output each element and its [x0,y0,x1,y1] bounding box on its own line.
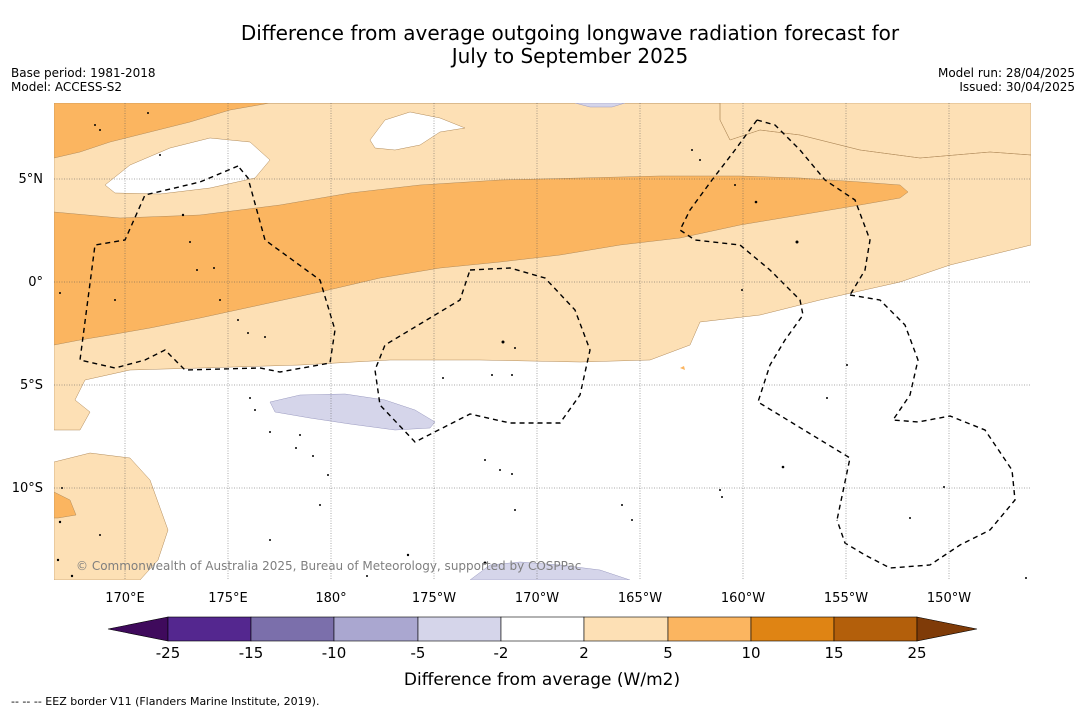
x-tick-label: 165°W [618,591,662,606]
x-tick-label: 170°E [105,591,145,606]
gridlines [54,103,1031,580]
colorbar-segment [333,616,419,642]
colorbar-segment [417,616,502,642]
colorbar-extend-high [916,616,978,642]
x-tick-label: 160°W [721,591,765,606]
negative-region-central [269,393,436,431]
meta-left: Base period: 1981-2018 Model: ACCESS-S2 [11,66,156,94]
colorbar-label: 10 [741,644,760,662]
colorbar-label: 15 [824,644,843,662]
x-tick-label: 155°W [824,591,868,606]
model-run: Model run: 28/04/2025 [937,66,1075,80]
anomaly-region-5-10-nw [54,103,271,159]
colorbar-label: 25 [907,644,926,662]
anomaly-region-5-10 [54,175,909,346]
colorbar-label: -15 [239,644,264,662]
x-axis-labels: 170°E 175°E 180° 175°W 170°W 165°W 160°W… [105,591,971,606]
colorbar-title: Difference from average (W/m2) [404,670,680,690]
eez-legend-note: -- -- -- EEZ border V11 (Flanders Marine… [11,695,320,708]
x-tick-label: 180° [315,591,346,606]
negative-region-south [469,561,631,580]
colorbar-segment [667,616,752,642]
colorbar-label: 2 [579,644,589,662]
anomaly-field [54,103,1031,580]
x-tick-label: 150°W [927,591,971,606]
colorbar: -25 -15 -10 -5 -2 2 5 10 15 25 Differenc… [107,616,978,690]
chart-title: Difference from average outgoing longwav… [150,22,990,68]
eez-border-west [79,165,336,373]
colorbar-segment [250,616,335,642]
eez-border-north-east [756,119,871,296]
title-line-2: July to September 2025 [451,44,689,68]
eez-border-north-west [679,119,851,521]
x-tick-label: 170°W [515,591,559,606]
issued-date: Issued: 30/04/2025 [959,80,1075,94]
base-period: Base period: 1981-2018 [11,66,156,80]
copyright-text: © Commonwealth of Australia 2025, Bureau… [76,559,582,573]
colorbar-segment [583,616,669,642]
colorbar-segment [833,616,918,642]
title-line-1: Difference from average outgoing longwav… [240,21,900,45]
small-orange-dot [680,366,685,370]
negative-region-north [574,103,626,108]
y-tick-label: 5°N [19,172,44,187]
colorbar-segment [167,616,252,642]
eez-border-central [374,267,591,443]
y-axis-labels: 5°N 0° 5°S 10°S [12,172,43,496]
y-tick-label: 10°S [12,481,43,496]
anomaly-region-sw-orange [54,491,77,519]
colorbar-label: -5 [411,644,426,662]
eez-borders [79,119,1016,569]
island-markers [56,112,1027,579]
near-normal-patch-north-1 [104,137,271,195]
colorbar-segment [750,616,835,642]
colorbar-label: -2 [494,644,509,662]
colorbar-extend-low [107,616,169,642]
x-tick-label: 175°E [208,591,248,606]
x-tick-label: 175°W [412,591,456,606]
colorbar-segment [500,616,585,642]
anomaly-region-sw [54,452,169,580]
y-tick-label: 5°S [20,378,43,393]
meta-right: Model run: 28/04/2025 Issued: 30/04/2025 [938,66,1075,94]
near-normal-patch-north-2 [369,111,466,151]
colorbar-label: 5 [663,644,673,662]
colorbar-label: -25 [156,644,181,662]
eez-border-east [836,294,1016,569]
y-tick-label: 0° [28,275,43,290]
model-name: Model: ACCESS-S2 [11,80,123,94]
colorbar-label: -10 [322,644,347,662]
